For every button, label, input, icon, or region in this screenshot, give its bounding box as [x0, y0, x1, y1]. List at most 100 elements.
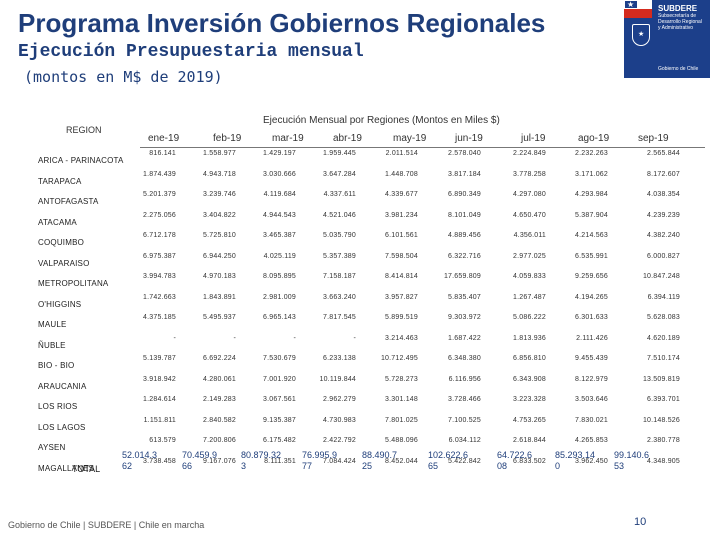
- month-value-cell: 6.975.387: [143, 252, 176, 260]
- region-column-header: REGION: [66, 125, 102, 135]
- logo-sub-2: Desarrollo Regional: [658, 19, 702, 25]
- table-row: LOS LAGOS 1.151.811 2.840.582 9.135.387 4.73…: [0, 417, 720, 437]
- logo-sub-1: Subsecretaría de: [658, 13, 697, 19]
- region-name: ARICA - PARINACOTA: [38, 156, 124, 165]
- month-value-cell: 3.663.240: [323, 293, 356, 301]
- month-value-cell: 3.994.783: [143, 273, 176, 280]
- table-row: LOS RIOS 1.284.614 2.149.283 3.067.561 2.962…: [0, 396, 720, 416]
- month-value-cell: 3.214.463: [385, 334, 418, 342]
- table-row: AYSEN 613.579 7.200.806 6.175.482 2.422.792 5…: [0, 437, 720, 457]
- month-value-cell: 7.084.424: [323, 457, 356, 465]
- month-value-cell: 6.944.250: [203, 252, 236, 260]
- month-value-cell: 8.101.049: [448, 211, 481, 219]
- month-value-cell: 3.778.258: [513, 170, 546, 178]
- logo-text: SUBDERE Subsecretaría de Desarrollo Regi…: [658, 4, 702, 31]
- month-value-cell: 7.200.806: [203, 437, 236, 444]
- month-value-cell: 4.375.185: [143, 314, 176, 321]
- month-value-cell: 9.167.076: [203, 457, 236, 465]
- total-value-part: 53: [614, 461, 625, 471]
- table-row: O'HIGGINS 1.742.663 1.843.891 2.981.009 3.66…: [0, 294, 720, 314]
- month-value-cell: 10.712.495: [380, 355, 418, 362]
- month-value-cell: 6.393.701: [647, 396, 680, 403]
- month-value-cell: 4.293.984: [575, 191, 608, 198]
- month-value-cell: 4.620.189: [647, 334, 680, 342]
- month-header: ene-19: [148, 133, 180, 144]
- month-header: abr-19: [333, 133, 362, 144]
- region-name: BIO - BIO: [38, 361, 75, 370]
- month-value-cell: 3.981.234: [385, 211, 418, 219]
- month-value-cell: 5.139.787: [143, 355, 176, 362]
- month-header: ago-19: [578, 133, 610, 144]
- month-value-cell: 7.598.504: [385, 252, 418, 260]
- month-value-cell: 5.357.389: [323, 252, 356, 260]
- month-value-cell: 1.874.439: [143, 170, 176, 178]
- page-title: Programa Inversión Gobiernos Regionales: [18, 8, 546, 38]
- month-value-cell: 5.422.842: [448, 457, 481, 465]
- logo-bottom: Gobierno de Chile: [658, 66, 699, 72]
- month-value-cell: 3.301.148: [385, 396, 418, 403]
- month-value-cell: 2.981.009: [263, 293, 296, 301]
- month-value-cell: 5.035.790: [323, 232, 356, 239]
- month-value-cell: 10.119.844: [319, 375, 356, 383]
- month-value-cell: 2.275.056: [143, 211, 176, 219]
- month-value-cell: 6.965.143: [263, 314, 296, 321]
- month-value-cell: 9.303.972: [448, 314, 481, 321]
- region-name: ÑUBLE: [38, 340, 66, 350]
- logo-sub-3: y Administrativo: [658, 25, 694, 31]
- header-divider: [140, 147, 705, 148]
- total-value-part: 08: [497, 461, 508, 471]
- total-value-part: 88.490.7: [362, 450, 398, 460]
- table-main-header: Ejecución Mensual por Regiones (Montos e…: [263, 115, 500, 126]
- month-value-cell: 4.382.240: [647, 232, 680, 239]
- month-value-cell: -: [173, 334, 176, 342]
- total-value-part: 77: [302, 461, 313, 471]
- month-value-cell: 1.687.422: [448, 334, 481, 342]
- month-header-row: ene-19 feb-19 mar-19 abr-19 may-19 jun-1…: [0, 133, 720, 147]
- month-value-cell: 2.149.283: [203, 396, 236, 403]
- table-row: ÑUBLE - - - - 3.214.463 1.687.422 1.813.936 2.11…: [0, 335, 720, 355]
- month-value-cell: 9.259.656: [575, 273, 608, 280]
- month-value-cell: 7.158.187: [323, 273, 356, 280]
- total-value-part: 62: [122, 461, 133, 471]
- month-value-cell: 2.422.792: [323, 437, 356, 444]
- coat-of-arms-icon: ★: [632, 24, 650, 46]
- month-value-cell: 6.692.224: [203, 355, 236, 362]
- month-value-cell: 1.448.708: [385, 170, 418, 178]
- month-value-cell: 4.119.684: [263, 191, 296, 198]
- region-name: COQUIMBO: [38, 238, 85, 247]
- month-value-cell: 4.059.833: [513, 273, 546, 280]
- total-value-part: 102.622.6: [428, 450, 469, 460]
- total-value-part: 80.879.32: [241, 450, 282, 460]
- total-value-part: 76.995.9: [302, 450, 338, 460]
- month-value-cell: 17.659.809: [443, 273, 481, 280]
- month-value-cell: 6.233.138: [323, 355, 356, 362]
- month-value-cell: 2.840.582: [203, 416, 236, 424]
- month-value-cell: 3.817.184: [448, 170, 481, 178]
- month-value-cell: 8.452.044: [385, 457, 418, 465]
- total-value-part: 85.293.14: [555, 450, 596, 460]
- total-value-part: 70.459.9: [182, 450, 218, 460]
- month-value-cell: 1.284.614: [143, 396, 176, 403]
- total-value-cell: 85.293.14 0: [555, 450, 613, 472]
- chile-flag-icon: ★: [624, 0, 652, 18]
- region-name: LOS LAGOS: [38, 422, 86, 432]
- month-value-cell: 1.813.936: [513, 334, 546, 342]
- month-value-cell: 6.000.827: [647, 252, 680, 260]
- month-value-cell: 6.301.633: [575, 314, 608, 321]
- month-header: jun-19: [455, 133, 483, 144]
- month-value-cell: 13.509.819: [642, 375, 680, 383]
- month-value-cell: 1.843.891: [203, 293, 236, 301]
- month-value-cell: 6.535.991: [575, 252, 608, 260]
- month-value-cell: 6.856.810: [513, 355, 546, 362]
- table-row: MAULE 4.375.185 5.495.937 6.965.143 7.817.54…: [0, 314, 720, 334]
- subdere-logo: ★ ★ SUBDERE Subsecretaría de Desarrollo …: [624, 0, 710, 78]
- month-value-cell: 9.135.387: [263, 416, 296, 424]
- month-value-cell: 2.224.849: [513, 150, 546, 157]
- month-value-cell: 4.889.456: [448, 232, 481, 239]
- month-value-cell: 2.578.040: [448, 150, 481, 157]
- month-value-cell: 6.101.561: [385, 232, 418, 239]
- table-row: ATACAMA 2.275.056 3.404.822 4.944.543 4.521.…: [0, 212, 720, 232]
- total-value-part: 25: [362, 461, 373, 471]
- table-row: MAGALLANES 3.738.458 9.167.076 8.111.351 7.0…: [0, 458, 720, 478]
- month-value-cell: 3.918.942: [143, 375, 176, 383]
